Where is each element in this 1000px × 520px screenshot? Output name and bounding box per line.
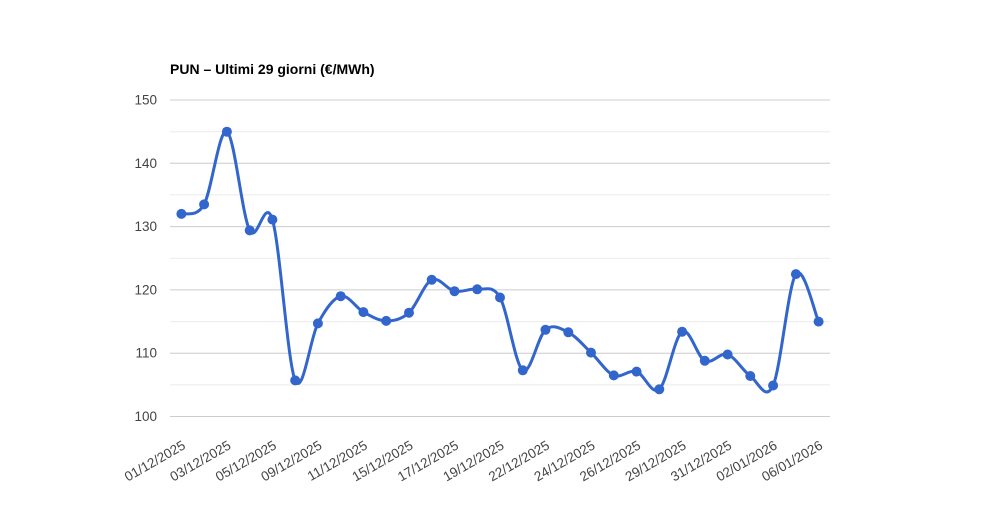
data-point[interactable] xyxy=(176,208,187,219)
data-point[interactable] xyxy=(472,284,483,295)
data-point[interactable] xyxy=(745,371,756,381)
data-point[interactable] xyxy=(563,327,574,338)
y-axis-label: 130 xyxy=(134,219,157,234)
chart-title: PUN – Ultimi 29 giorni (€/MWh) xyxy=(170,61,375,77)
data-point[interactable] xyxy=(221,126,232,137)
data-point[interactable] xyxy=(495,292,505,303)
data-point[interactable] xyxy=(722,349,733,360)
data-point[interactable] xyxy=(267,214,278,225)
y-axis-label: 140 xyxy=(134,156,157,171)
y-axis-label: 110 xyxy=(135,346,157,361)
data-point[interactable] xyxy=(631,366,642,377)
data-point[interactable] xyxy=(290,375,301,386)
data-point[interactable] xyxy=(404,307,414,318)
data-point[interactable] xyxy=(790,269,801,280)
data-point[interactable] xyxy=(768,380,779,391)
y-axis-label: 150 xyxy=(134,93,157,108)
data-point[interactable] xyxy=(335,291,346,302)
data-point[interactable] xyxy=(517,365,528,376)
data-point[interactable] xyxy=(312,318,323,329)
data-point[interactable] xyxy=(358,307,369,318)
data-point[interactable] xyxy=(244,225,255,236)
data-point[interactable] xyxy=(449,286,460,297)
data-point[interactable] xyxy=(540,324,551,335)
data-point[interactable] xyxy=(381,315,392,326)
data-point[interactable] xyxy=(654,384,665,395)
data-point[interactable] xyxy=(677,326,688,337)
y-axis-label: 120 xyxy=(134,282,157,297)
data-point[interactable] xyxy=(608,370,619,381)
data-point[interactable] xyxy=(199,199,210,210)
data-point[interactable] xyxy=(813,316,824,327)
y-axis-label: 100 xyxy=(134,409,157,424)
data-point[interactable] xyxy=(426,274,437,285)
data-point[interactable] xyxy=(699,355,710,366)
data-point[interactable] xyxy=(586,347,596,358)
series-line xyxy=(179,130,821,394)
